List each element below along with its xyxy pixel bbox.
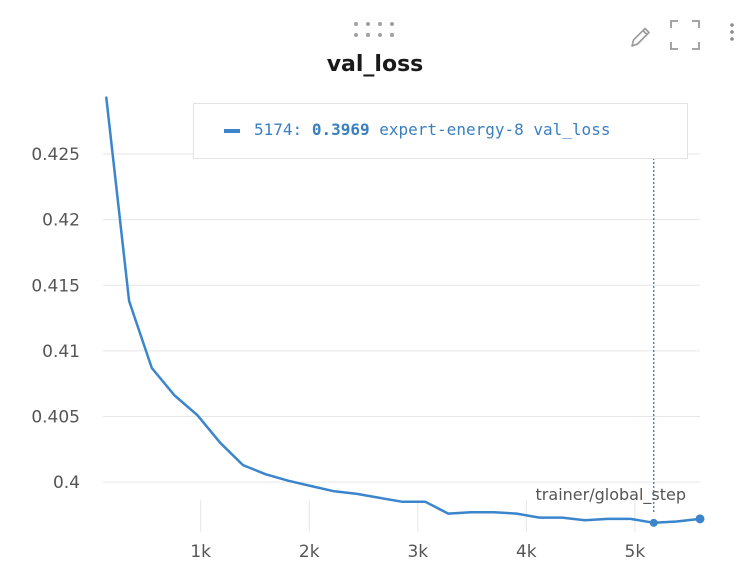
drag-handle-dot — [366, 33, 370, 37]
series-line — [105, 96, 702, 525]
drag-handle-dot — [390, 33, 394, 37]
more-vertical-icon[interactable] — [726, 20, 738, 46]
legend-text: 5174: 0.3969 expert-energy-8 val_loss — [254, 120, 610, 139]
y-tick-label: 0.405 — [31, 408, 80, 428]
chart-title: val_loss — [326, 52, 424, 77]
pencil-icon[interactable] — [626, 20, 652, 50]
drag-handle-dot — [378, 33, 382, 37]
tooltip-run-name: expert-energy-8 — [379, 120, 524, 139]
tooltip-metric: val_loss — [533, 120, 611, 139]
drag-handle-dot — [354, 22, 358, 26]
drag-handle-icon[interactable] — [352, 20, 400, 38]
hover-point — [649, 518, 658, 527]
drag-handle-dot — [366, 22, 370, 26]
y-tick-label: 0.4 — [53, 473, 80, 493]
tooltip-legend: 5174: 0.3969 expert-energy-8 val_loss — [193, 103, 688, 159]
x-tick-label: 5k — [625, 542, 646, 562]
y-tick-label: 0.415 — [31, 276, 80, 296]
tooltip-separator: : — [292, 120, 303, 139]
x-tick-label: 3k — [407, 542, 428, 562]
x-axis-title: trainer/global_step — [536, 485, 686, 505]
x-tick-label: 4k — [516, 542, 537, 562]
y-tick-label: 0.42 — [42, 211, 80, 231]
tooltip-step: 5174 — [254, 120, 293, 139]
y-tick-label: 0.41 — [42, 342, 80, 362]
series-end-point — [695, 514, 705, 524]
tooltip-value: 0.3969 — [311, 120, 370, 139]
drag-handle-dot — [378, 22, 382, 26]
drag-handle-dot — [390, 22, 394, 26]
x-tick-label: 1k — [190, 542, 211, 562]
legend-swatch — [224, 129, 240, 133]
drag-handle-dot — [354, 33, 358, 37]
fullscreen-icon[interactable] — [668, 18, 702, 52]
y-tick-label: 0.425 — [31, 145, 80, 165]
x-tick-label: 2k — [299, 542, 320, 562]
